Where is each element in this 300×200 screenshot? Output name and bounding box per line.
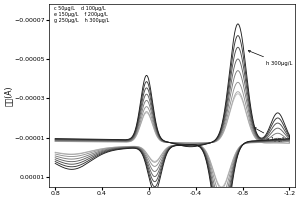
Text: c 50μg/L    d 100μg/L
e 150μg/L    f 200μg/L
g 250μg/L    h 300μg/L: c 50μg/L d 100μg/L e 150μg/L f 200μg/L g… <box>54 6 110 23</box>
Text: h 300μg/L: h 300μg/L <box>248 50 292 66</box>
Y-axis label: 电流(A): 电流(A) <box>4 85 13 106</box>
Text: a 1μg/L: a 1μg/L <box>254 128 286 142</box>
